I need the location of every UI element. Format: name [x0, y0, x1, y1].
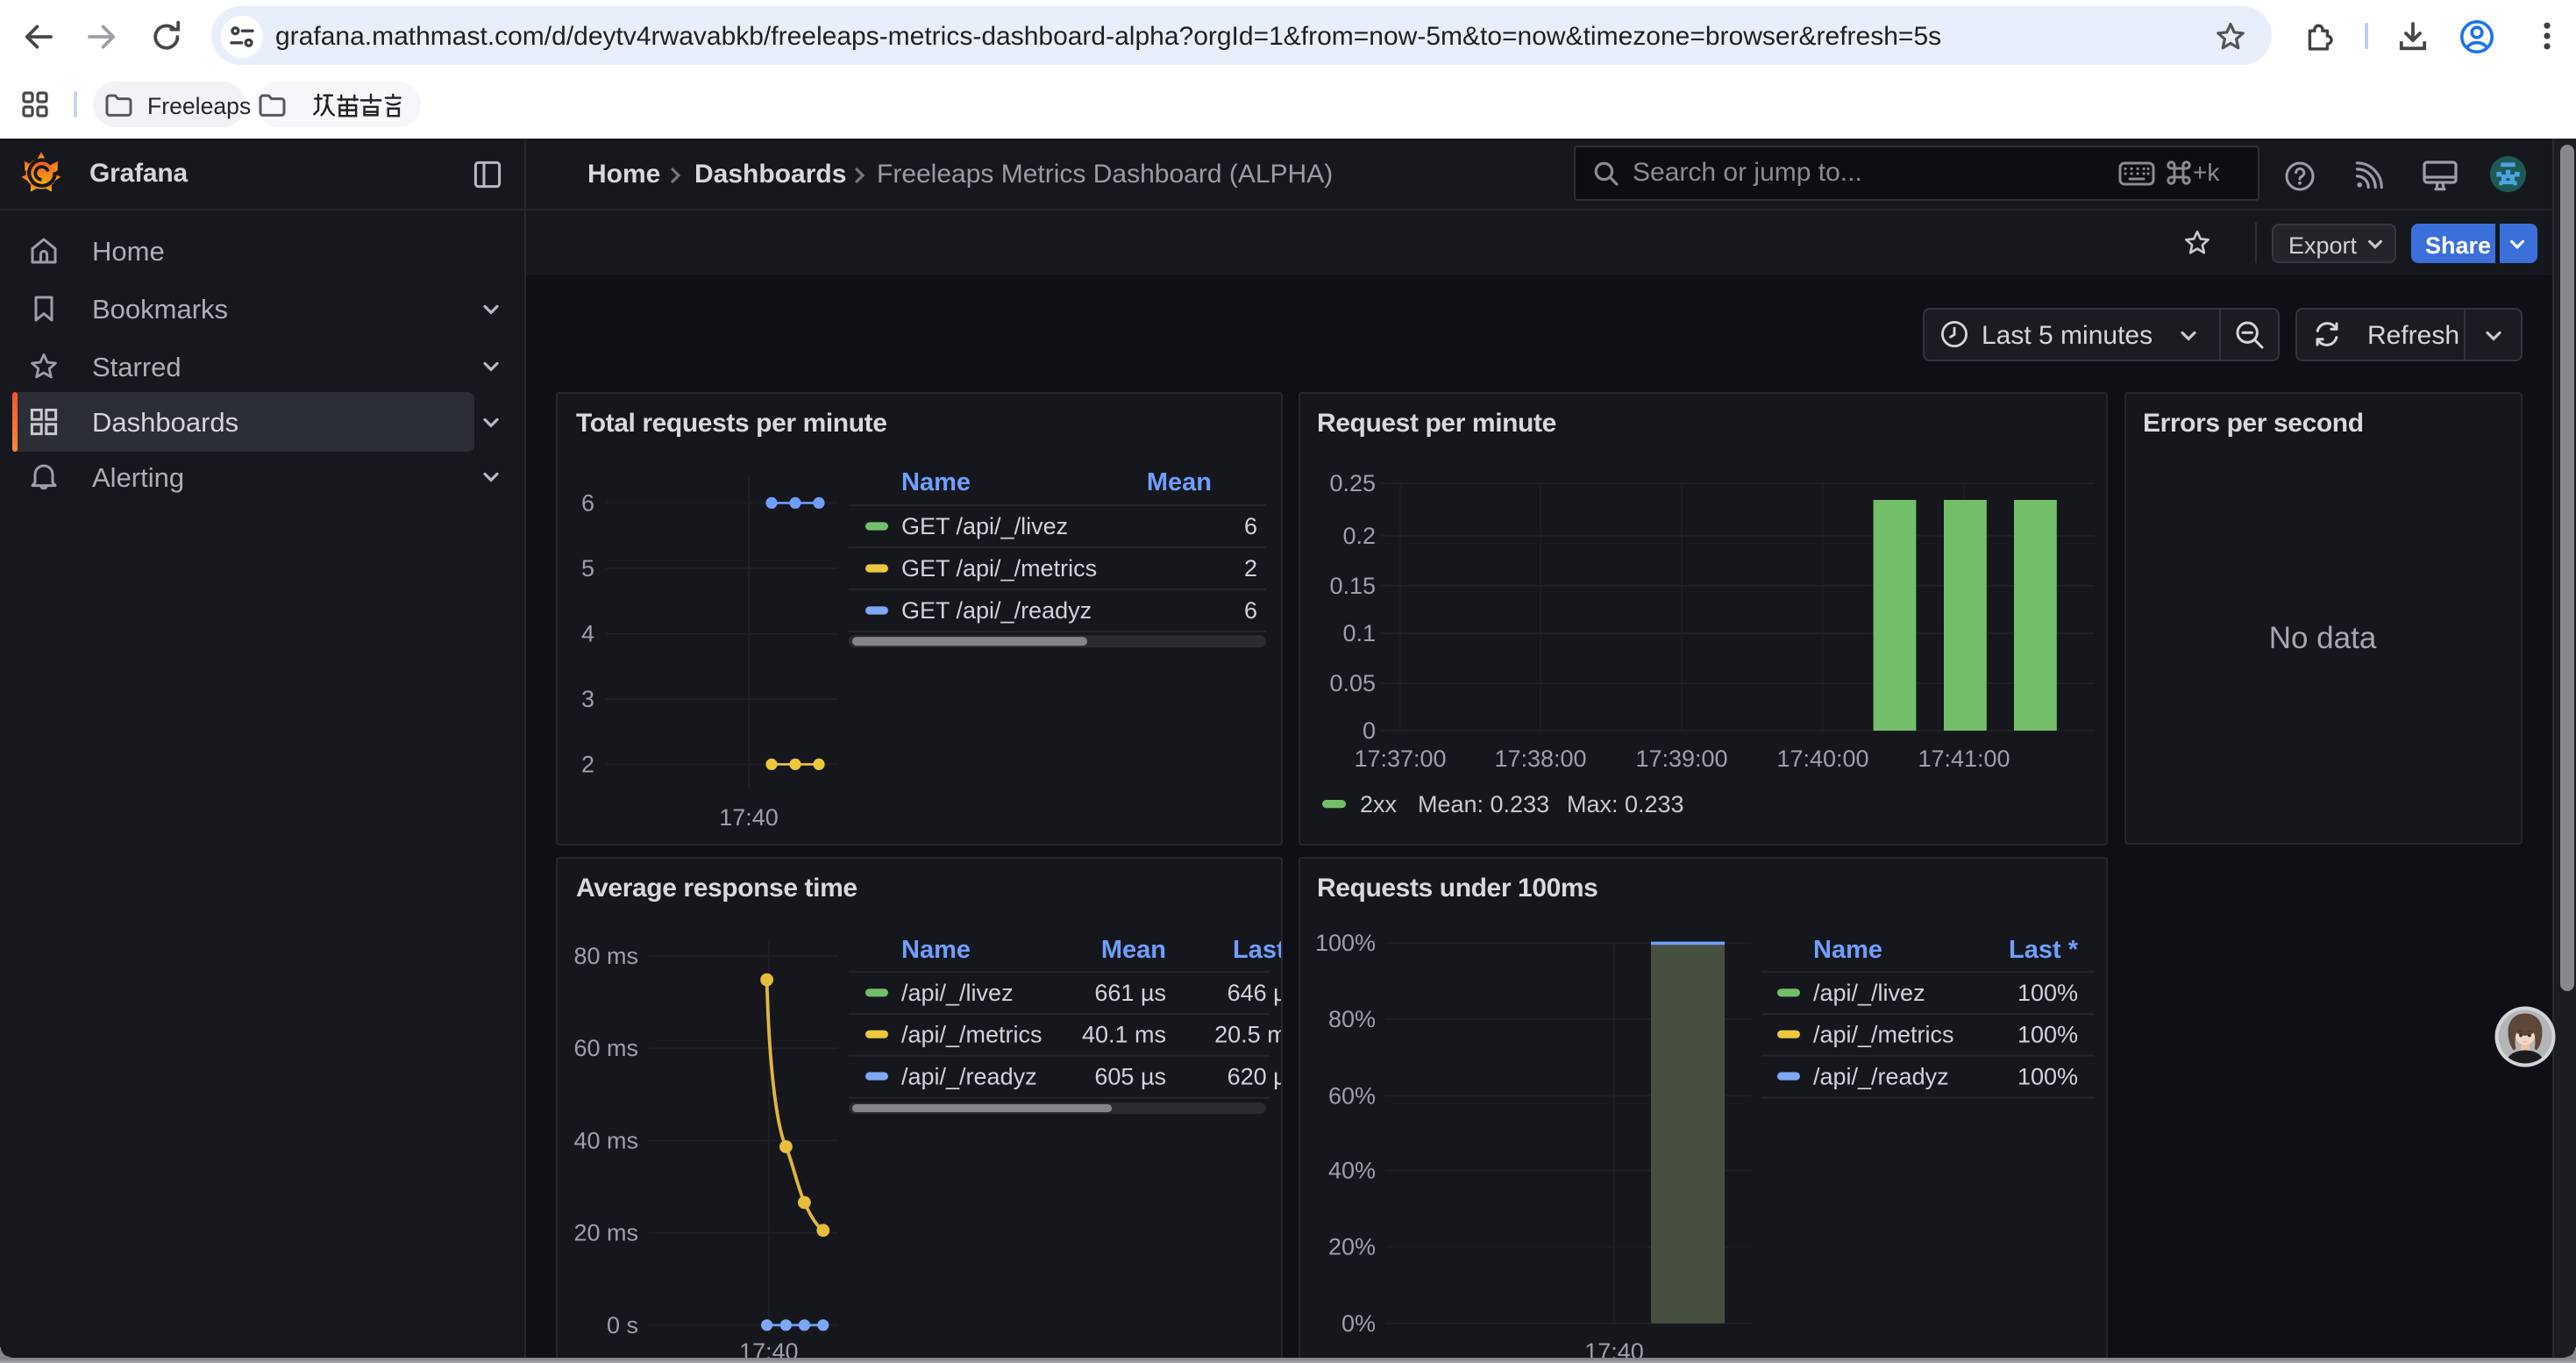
svg-text:646 µs: 646 µs	[1228, 980, 1282, 1006]
svg-text:605 µs: 605 µs	[1094, 1063, 1166, 1089]
svg-text:0.15: 0.15	[1329, 573, 1376, 599]
svg-text:0%: 0%	[1341, 1310, 1376, 1337]
svg-text:17:40:00: 17:40:00	[1776, 746, 1868, 772]
svg-text:5: 5	[581, 555, 594, 582]
svg-text:/api/_/readyz: /api/_/readyz	[1813, 1063, 1949, 1089]
svg-text:100%: 100%	[1315, 930, 1376, 956]
svg-text:GET /api/_/readyz: GET /api/_/readyz	[901, 597, 1092, 624]
svg-text:Max: 0.233: Max: 0.233	[1567, 791, 1684, 817]
svg-text:6: 6	[581, 489, 594, 516]
svg-text:Mean: Mean	[1147, 468, 1212, 496]
svg-text:20.5 ms: 20.5 ms	[1214, 1022, 1282, 1048]
svg-text:17:40: 17:40	[739, 1338, 799, 1362]
svg-text:GET /api/_/metrics: GET /api/_/metrics	[901, 555, 1097, 582]
svg-text:/api/_/metrics: /api/_/metrics	[901, 1022, 1042, 1048]
svg-text:40 ms: 40 ms	[573, 1127, 638, 1153]
svg-text:100%: 100%	[2017, 980, 2078, 1006]
svg-text:Name: Name	[901, 936, 971, 964]
svg-text:17:37:00: 17:37:00	[1354, 746, 1446, 772]
svg-text:Average response time: Average response time	[576, 874, 857, 903]
svg-text:4: 4	[581, 621, 594, 647]
svg-text:2: 2	[1244, 555, 1257, 582]
svg-text:GET /api/_/livez: GET /api/_/livez	[901, 513, 1068, 539]
svg-text:0: 0	[1363, 717, 1376, 744]
svg-text:2: 2	[581, 751, 594, 777]
svg-text:20%: 20%	[1328, 1234, 1376, 1260]
svg-text:Request per minute: Request per minute	[1317, 409, 1556, 438]
svg-text:Mean: Mean	[1101, 936, 1166, 964]
svg-text:/api/_/readyz: /api/_/readyz	[901, 1063, 1037, 1089]
svg-text:40.1 ms: 40.1 ms	[1082, 1022, 1166, 1048]
svg-text:40%: 40%	[1328, 1157, 1376, 1183]
svg-text:20 ms: 20 ms	[573, 1220, 638, 1246]
svg-text:6: 6	[1244, 597, 1257, 624]
svg-text:3: 3	[581, 686, 594, 712]
svg-text:17:40: 17:40	[719, 804, 779, 831]
svg-text:60 ms: 60 ms	[573, 1035, 638, 1061]
svg-text:17:41:00: 17:41:00	[1918, 746, 2010, 772]
svg-text:80 ms: 80 ms	[573, 943, 638, 969]
svg-text:0.2: 0.2	[1342, 523, 1376, 549]
svg-text:Last *: Last *	[1233, 936, 1282, 964]
svg-text:620 µs: 620 µs	[1228, 1063, 1282, 1089]
svg-text:100%: 100%	[2017, 1063, 2078, 1089]
svg-text:0.1: 0.1	[1342, 620, 1376, 646]
svg-text:Last *: Last *	[2009, 936, 2079, 964]
svg-text:0.05: 0.05	[1329, 670, 1376, 696]
svg-text:Errors per second: Errors per second	[2143, 409, 2364, 438]
svg-text:17:38:00: 17:38:00	[1494, 746, 1586, 772]
svg-text:/api/_/metrics: /api/_/metrics	[1813, 1022, 1954, 1048]
svg-text:6: 6	[1244, 513, 1257, 539]
svg-text:0 s: 0 s	[607, 1312, 638, 1338]
svg-text:Requests under 100ms: Requests under 100ms	[1317, 874, 1598, 903]
svg-text:/api/_/livez: /api/_/livez	[901, 980, 1014, 1006]
svg-text:Total requests per minute: Total requests per minute	[576, 409, 887, 438]
svg-text:Name: Name	[1813, 936, 1882, 964]
svg-text:Mean: 0.233: Mean: 0.233	[1418, 791, 1549, 817]
svg-text:661 µs: 661 µs	[1094, 980, 1166, 1006]
svg-text:Name: Name	[901, 468, 971, 496]
svg-text:100%: 100%	[2017, 1022, 2078, 1048]
svg-text:80%: 80%	[1328, 1006, 1376, 1032]
svg-text:0.25: 0.25	[1329, 470, 1376, 496]
svg-text:17:40: 17:40	[1584, 1338, 1644, 1362]
svg-text:2xx: 2xx	[1360, 791, 1398, 817]
svg-text:/api/_/livez: /api/_/livez	[1813, 980, 1925, 1006]
svg-text:No data: No data	[2269, 621, 2377, 655]
svg-text:60%: 60%	[1328, 1082, 1376, 1109]
svg-text:17:39:00: 17:39:00	[1635, 746, 1727, 772]
